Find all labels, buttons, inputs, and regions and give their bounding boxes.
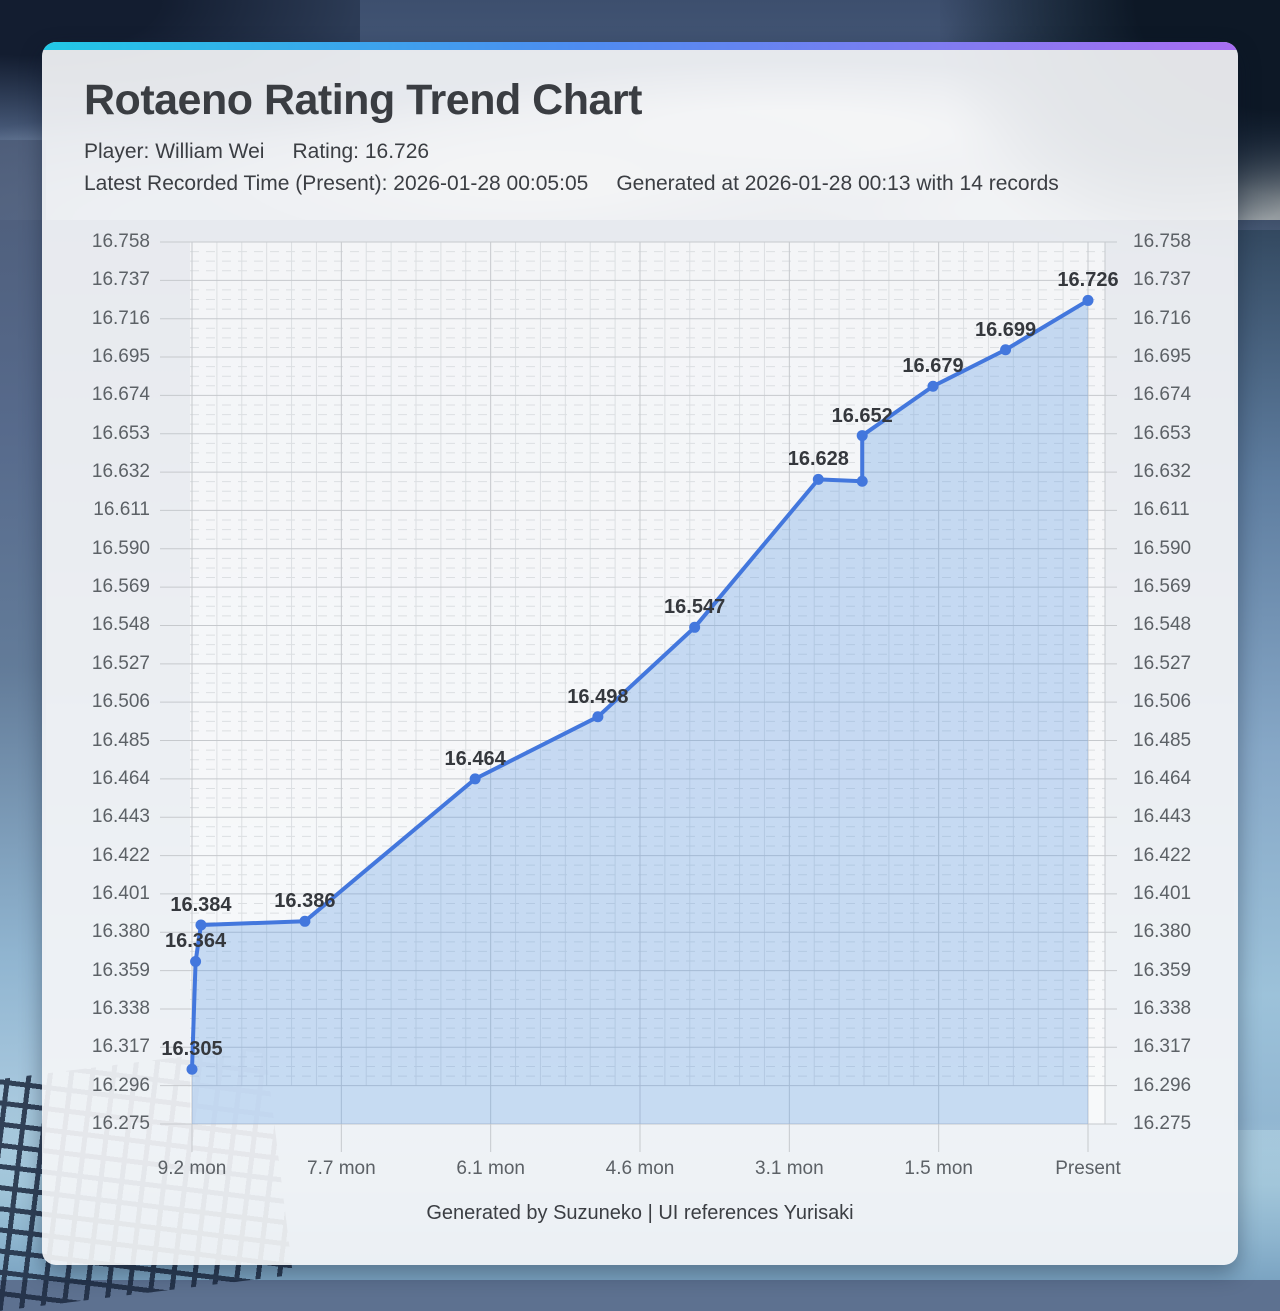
time-info-row: Latest Recorded Time (Present): 2026-01-… xyxy=(84,172,1059,196)
data-point-marker xyxy=(927,380,939,392)
accent-gradient-bar xyxy=(42,42,1238,50)
data-point-marker xyxy=(856,475,868,487)
data-point-marker xyxy=(195,919,207,931)
data-point-marker xyxy=(1082,294,1094,306)
footer-credit: Generated by Suzuneko | UI references Yu… xyxy=(426,1202,854,1224)
player-info-row: Player: William Wei Rating: 16.726 xyxy=(84,140,429,164)
data-point-marker xyxy=(190,955,202,967)
data-point-marker xyxy=(856,430,868,442)
data-point-marker xyxy=(186,1063,198,1075)
player-name: Player: William Wei xyxy=(84,140,265,163)
data-point-marker xyxy=(689,621,701,633)
generated-at: Generated at 2026-01-28 00:13 with 14 re… xyxy=(616,172,1059,195)
chart-svg xyxy=(160,241,1117,1152)
rating-area-fill xyxy=(192,300,1088,1124)
data-point-marker xyxy=(592,711,604,723)
page-title: Rotaeno Rating Trend Chart xyxy=(84,76,642,124)
data-point-marker xyxy=(299,915,311,927)
data-point-marker xyxy=(469,773,481,785)
latest-recorded-time: Latest Recorded Time (Present): 2026-01-… xyxy=(84,172,589,195)
background-left-strip xyxy=(0,140,46,1100)
rating-value: Rating: 16.726 xyxy=(292,140,430,163)
background-right-strip xyxy=(1234,230,1280,1130)
card-content: Rotaeno Rating Trend Chart Player: Willi… xyxy=(84,76,1191,1224)
data-point-marker xyxy=(1000,344,1012,356)
data-point-marker xyxy=(812,473,824,485)
